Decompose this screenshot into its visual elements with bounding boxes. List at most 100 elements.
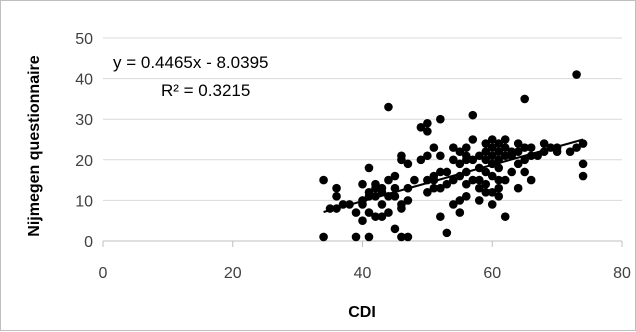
data-point: [500, 135, 510, 144]
data-points: [319, 70, 588, 242]
data-point: [384, 102, 393, 112]
data-point: [462, 167, 471, 177]
data-point: [429, 143, 439, 152]
data-point: [371, 192, 380, 201]
data-point: [462, 143, 471, 152]
data-point: [507, 167, 517, 177]
y-tick-label: 10: [75, 193, 93, 210]
data-point: [455, 159, 465, 169]
data-point: [390, 224, 400, 234]
data-point: [539, 139, 549, 148]
y-tick-label: 30: [75, 112, 93, 129]
data-point: [410, 175, 419, 185]
data-point: [455, 208, 465, 217]
data-point: [397, 232, 406, 242]
data-point: [455, 196, 465, 205]
data-point: [462, 151, 471, 161]
x-tick-label: 80: [613, 265, 631, 282]
data-point: [332, 183, 341, 193]
data-point: [397, 200, 406, 209]
data-point: [423, 118, 432, 128]
trendline-equation: y = 0.4465x - 8.0395: [113, 53, 268, 72]
data-point: [520, 155, 529, 165]
data-point: [481, 167, 491, 177]
data-point: [390, 171, 400, 181]
y-tick-label: 40: [75, 72, 93, 89]
x-tick-label: 0: [99, 265, 108, 282]
data-point: [500, 175, 510, 185]
data-point: [371, 179, 380, 189]
data-point: [397, 151, 406, 161]
data-point: [487, 151, 497, 161]
data-point: [351, 232, 361, 242]
data-point: [533, 151, 542, 161]
data-point: [436, 167, 445, 177]
data-point: [520, 167, 529, 177]
data-point: [358, 216, 367, 225]
x-tick-label: 60: [483, 265, 501, 282]
data-point: [513, 147, 523, 156]
data-point: [481, 155, 491, 165]
data-point: [487, 171, 497, 181]
data-point: [481, 139, 491, 148]
data-point: [358, 179, 367, 189]
data-point: [416, 123, 426, 132]
data-point: [436, 151, 445, 161]
x-axis-title: CDI: [348, 304, 376, 321]
data-point: [494, 175, 504, 185]
data-point: [539, 147, 549, 156]
data-point: [494, 147, 504, 156]
data-point: [546, 143, 555, 152]
data-point: [474, 151, 484, 161]
data-point: [578, 171, 588, 181]
x-tick-label: 20: [224, 265, 242, 282]
data-point: [423, 175, 432, 185]
data-point: [500, 143, 510, 152]
data-point: [468, 155, 478, 165]
data-point: [403, 183, 413, 193]
data-point: [358, 196, 367, 205]
data-point: [520, 143, 529, 152]
data-point: [325, 204, 335, 213]
data-point: [384, 192, 393, 201]
data-point: [442, 179, 452, 189]
data-point: [436, 212, 445, 221]
data-point: [474, 163, 484, 173]
data-point: [578, 159, 588, 169]
data-point: [481, 187, 491, 197]
tick-labels: 0 10 20 30 40 50 0 20 40 60 80: [75, 31, 631, 282]
data-point: [436, 183, 445, 193]
data-point: [319, 175, 328, 185]
data-point: [552, 143, 562, 152]
data-point: [468, 135, 478, 144]
data-point: [572, 143, 581, 152]
data-point: [416, 155, 426, 165]
data-point: [351, 208, 361, 217]
data-point: [371, 212, 380, 221]
data-point: [481, 179, 491, 189]
gridlines: [102, 37, 623, 247]
data-point: [494, 139, 504, 148]
data-point: [572, 70, 581, 79]
data-point: [449, 143, 458, 152]
data-point: [377, 212, 387, 221]
data-point: [403, 159, 413, 169]
data-point: [390, 183, 400, 193]
y-tick-label: 20: [75, 153, 93, 170]
data-point: [487, 187, 497, 197]
y-tick-label: 50: [75, 31, 93, 48]
data-point: [520, 94, 529, 104]
data-point: [332, 204, 341, 213]
data-point: [442, 167, 452, 177]
data-point: [513, 159, 523, 169]
data-point: [481, 147, 491, 156]
data-point: [449, 175, 458, 185]
data-point: [513, 139, 523, 148]
data-point: [468, 110, 478, 120]
x-tick-label: 40: [354, 265, 372, 282]
data-point: [455, 147, 465, 156]
data-point: [332, 192, 341, 201]
data-point: [474, 175, 484, 185]
data-point: [403, 232, 413, 242]
